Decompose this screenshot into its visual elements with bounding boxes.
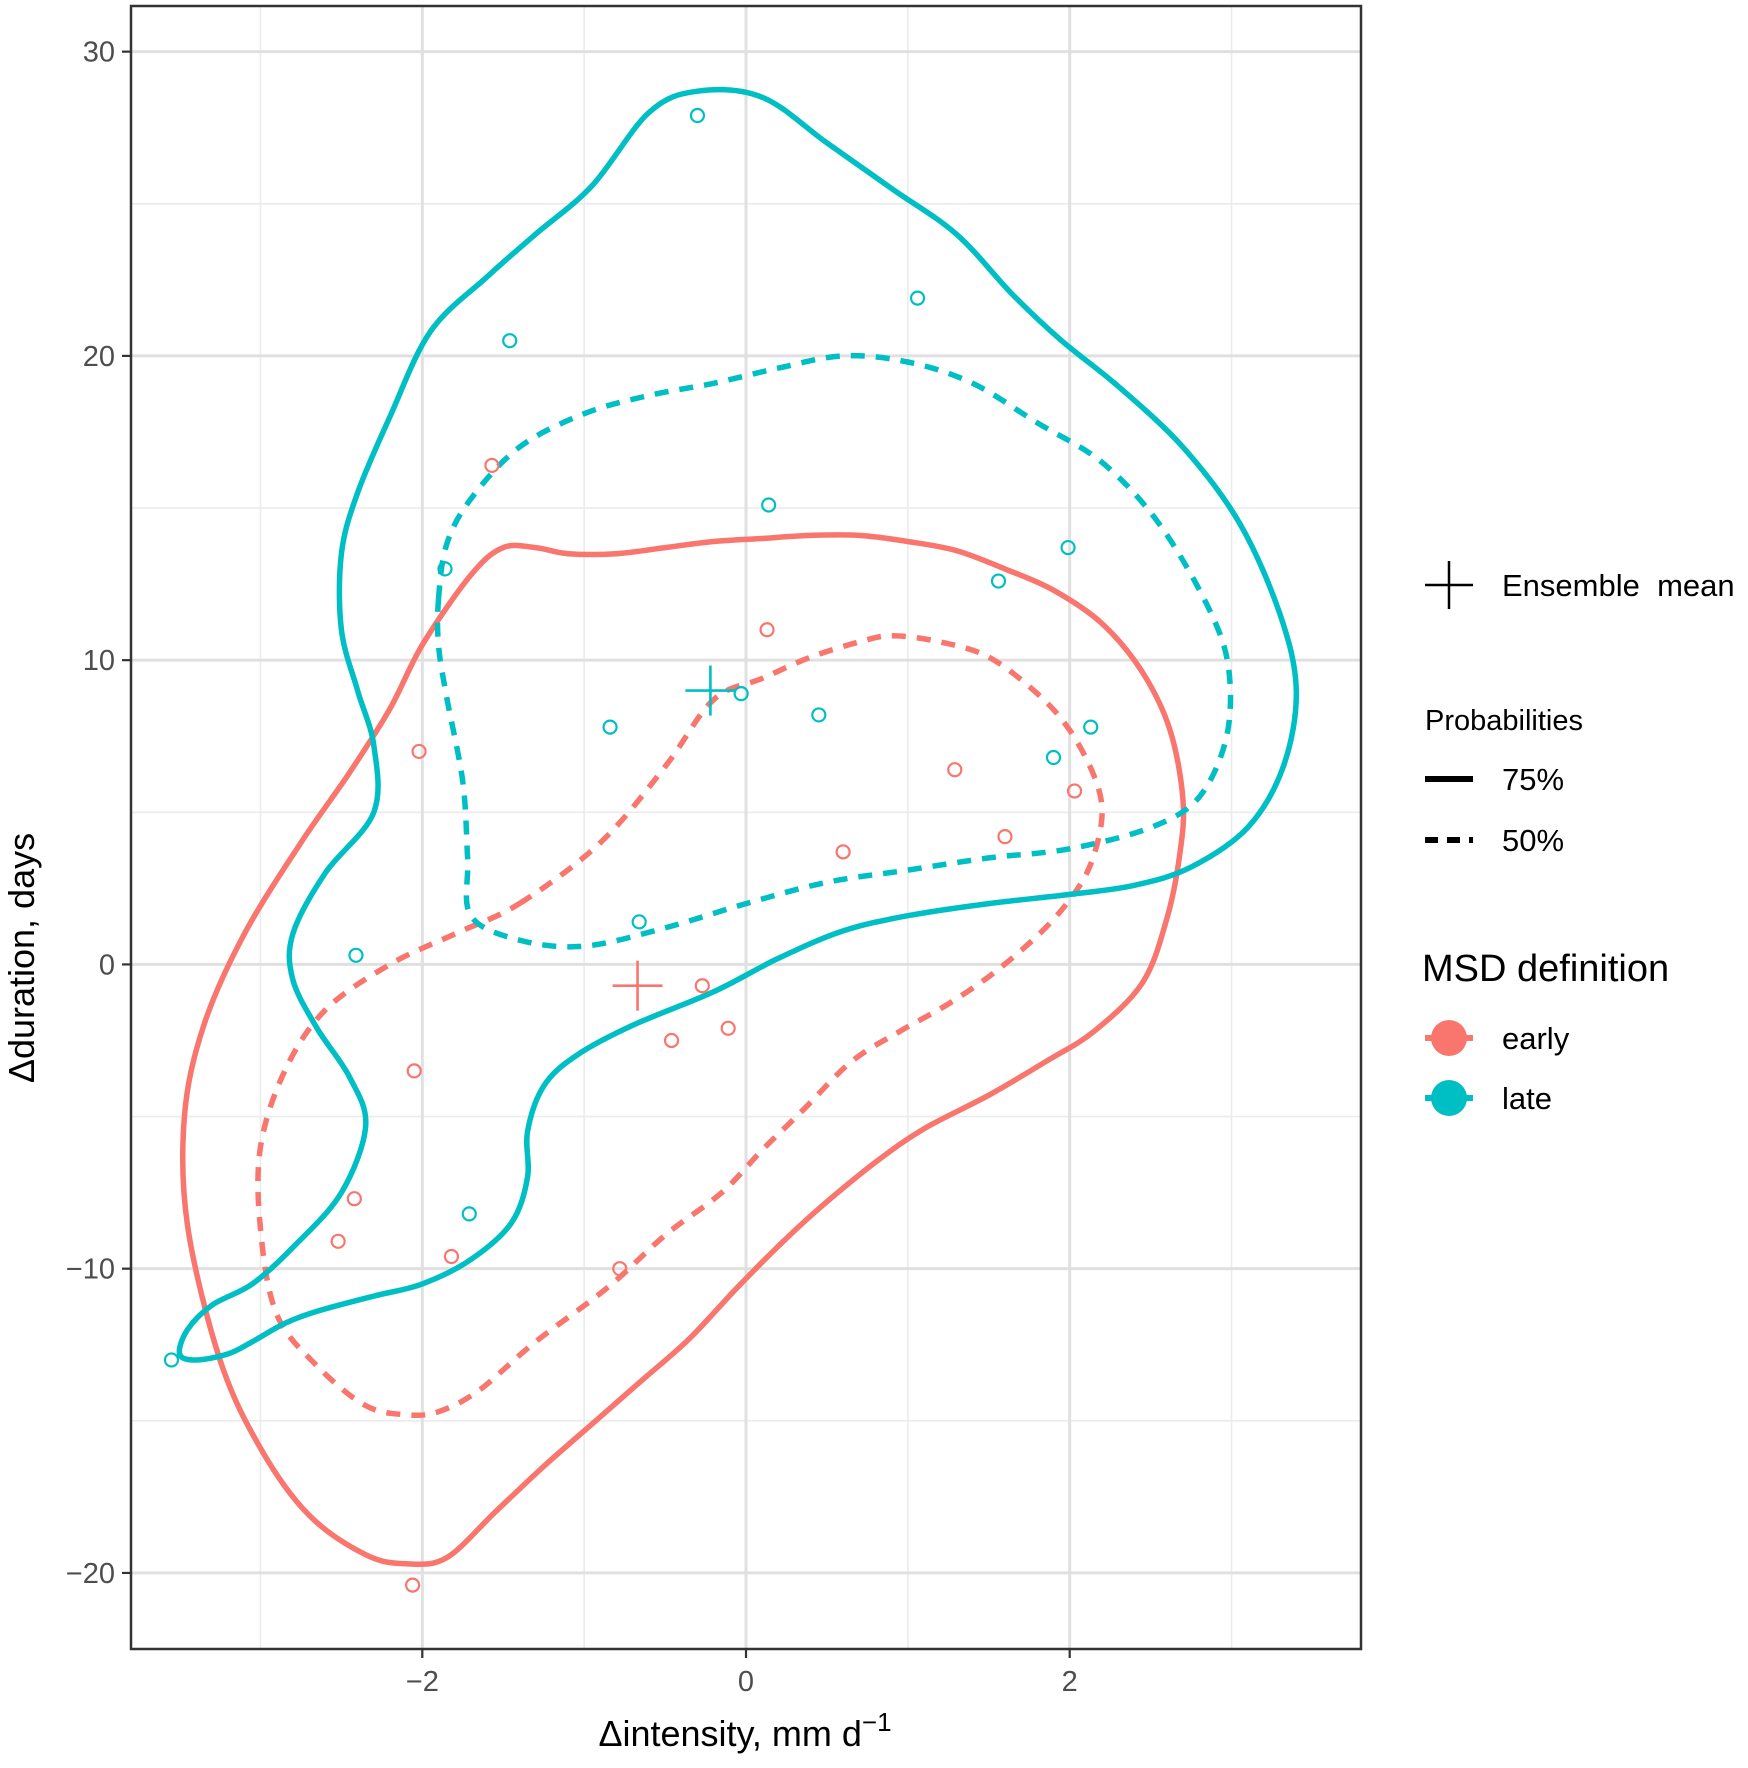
- contour-75-late: [176, 87, 1300, 1363]
- legend-late-dot: [1431, 1080, 1467, 1116]
- data-point-early: [411, 743, 427, 760]
- data-point-late: [602, 719, 618, 735]
- y-axis-title: Δduration, days: [1, 833, 42, 1083]
- data-point-early: [720, 1020, 736, 1036]
- data-point-early: [406, 1063, 422, 1079]
- legend-mean-label: Ensemble mean: [1502, 568, 1735, 603]
- contours: [176, 87, 1300, 1568]
- data-point-late: [461, 1206, 477, 1222]
- data-point-early: [997, 829, 1013, 845]
- y-tick-label: 0: [99, 949, 115, 981]
- x-axis-title-superscript: −1: [862, 1707, 892, 1737]
- x-axis-title-main: Δintensity, mm d: [598, 1713, 861, 1754]
- data-point-late: [631, 914, 647, 930]
- legend-item-75: 75%: [1425, 762, 1564, 797]
- data-point-early: [346, 1191, 362, 1207]
- legend: Ensemble mean Probabilities 75% 50% MSD …: [1422, 561, 1735, 1116]
- y-tick-label: 20: [83, 341, 115, 373]
- data-point-early: [330, 1233, 346, 1249]
- legend-late-label: late: [1502, 1081, 1552, 1116]
- legend-early-label: early: [1502, 1021, 1570, 1056]
- contour-50-early: [255, 633, 1105, 1418]
- data-point-late: [1045, 749, 1062, 766]
- legend-75-label: 75%: [1502, 762, 1564, 797]
- y-tick-label: 30: [83, 37, 115, 69]
- x-axis-title: Δintensity, mm d−1: [598, 1707, 891, 1754]
- data-point-early: [484, 457, 500, 474]
- x-axis-ticks: −2 0 2: [406, 1649, 1078, 1698]
- data-point-early: [835, 844, 851, 860]
- data-point-late: [909, 290, 926, 306]
- contour-50-late: [434, 352, 1234, 950]
- data-point-early: [405, 1577, 421, 1593]
- data-point-late: [811, 707, 827, 723]
- data-point-late: [1060, 539, 1076, 556]
- ensemble-means: [612, 665, 736, 1011]
- legend-group-title: MSD definition: [1422, 948, 1669, 990]
- y-tick-label: −20: [66, 1558, 115, 1590]
- data-point-early: [694, 978, 710, 994]
- data-point-late: [990, 573, 1007, 589]
- data-point-early: [1066, 783, 1083, 799]
- legend-probabilities-title: Probabilities: [1425, 705, 1583, 737]
- data-point-late: [163, 1352, 180, 1368]
- data-point-early: [759, 622, 775, 638]
- data-point-late: [502, 333, 518, 349]
- legend-item-ensemble-mean: Ensemble mean: [1425, 561, 1735, 609]
- contour-75-early: [179, 532, 1187, 1568]
- legend-50-label: 50%: [1502, 823, 1564, 858]
- x-tick-label: 2: [1062, 1666, 1078, 1698]
- data-point-early: [663, 1032, 680, 1049]
- data-point-late: [689, 107, 706, 124]
- y-tick-label: −10: [66, 1254, 115, 1286]
- data-point-early: [443, 1248, 460, 1265]
- y-tick-label: 10: [83, 645, 115, 677]
- x-tick-label: 0: [738, 1666, 754, 1698]
- data-point-late: [437, 561, 453, 577]
- gridlines: [131, 6, 1361, 1649]
- data-point-late: [348, 947, 364, 963]
- y-axis-ticks: −20 −10 0 10 20 30: [66, 37, 131, 1590]
- data-point-early: [947, 762, 963, 778]
- data-point-late: [761, 497, 777, 513]
- data-point-late: [1083, 719, 1099, 735]
- legend-item-late: late: [1425, 1080, 1552, 1116]
- legend-item-50: 50%: [1425, 823, 1564, 858]
- legend-item-early: early: [1425, 1020, 1570, 1056]
- data-points: [163, 107, 1099, 1593]
- x-tick-label: −2: [406, 1666, 439, 1698]
- legend-early-dot: [1431, 1020, 1467, 1056]
- data-point-early: [612, 1261, 628, 1277]
- data-point-late: [733, 686, 749, 702]
